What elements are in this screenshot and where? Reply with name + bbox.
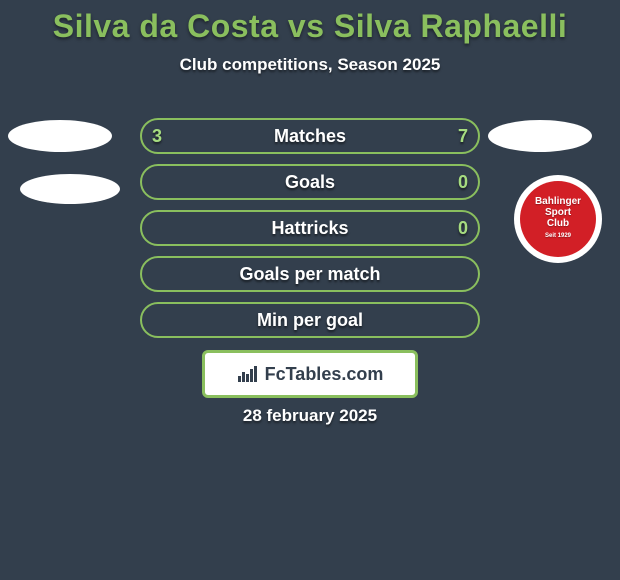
stat-label: Min per goal [140, 300, 480, 340]
stat-row: Goals 0 [0, 162, 620, 208]
stat-row: Hattricks 0 [0, 208, 620, 254]
stat-label: Hattricks [140, 208, 480, 248]
page-title: Silva da Costa vs Silva Raphaelli [0, 0, 620, 45]
stat-row: Min per goal [0, 300, 620, 346]
stat-row: Goals per match [0, 254, 620, 300]
page-subtitle: Club competitions, Season 2025 [0, 55, 620, 75]
footer-date: 28 february 2025 [0, 406, 620, 426]
stat-label: Matches [140, 116, 480, 156]
comparison-card: Silva da Costa vs Silva Raphaelli Club c… [0, 0, 620, 580]
stat-row: 3 Matches 7 [0, 116, 620, 162]
stat-value-right: 0 [458, 208, 468, 248]
brand-text: FcTables.com [265, 364, 384, 385]
stat-value-right: 7 [458, 116, 468, 156]
stat-label: Goals [140, 162, 480, 202]
brand-box: FcTables.com [202, 350, 418, 398]
bar-chart-icon [237, 364, 259, 384]
stat-rows: 3 Matches 7 Goals 0 Hattricks 0 Goals pe… [0, 116, 620, 346]
stat-label: Goals per match [140, 254, 480, 294]
stat-value-right: 0 [458, 162, 468, 202]
